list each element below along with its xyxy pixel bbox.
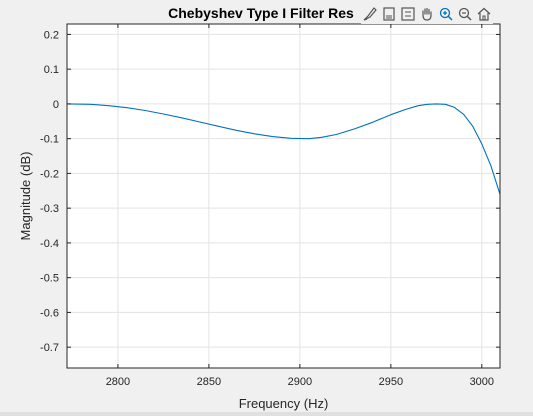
y-tick-label: -0.4 [40, 238, 59, 250]
chart-title: Chebyshev Type I Filter Res [168, 5, 354, 21]
x-tick-label: 3000 [470, 376, 494, 388]
y-tick-label: -0.5 [40, 273, 59, 285]
y-tick-label: -0.6 [40, 307, 59, 319]
axes-toolbar [361, 4, 493, 24]
pan-icon[interactable] [418, 5, 436, 23]
y-tick-label: 0 [53, 99, 59, 111]
plot-area [67, 24, 500, 368]
zoom-in-icon[interactable] [437, 5, 455, 23]
y-tick-label: -0.7 [40, 342, 59, 354]
x-tick-label: 2950 [379, 376, 403, 388]
plot-frame [66, 23, 501, 369]
series-group [66, 103, 501, 195]
y-tick-label: 0.2 [44, 29, 59, 41]
zoom-out-icon[interactable] [456, 5, 474, 23]
grid [67, 24, 500, 368]
window-bottom-bar [0, 412, 533, 416]
y-tick-label: 0.1 [44, 64, 59, 76]
x-tick-label: 2800 [106, 376, 130, 388]
x-tick-label: 2850 [197, 376, 221, 388]
series-line [66, 103, 501, 195]
y-tick-label: -0.1 [40, 134, 59, 146]
ticks: 2800 2850 2900 2950 3000 0.2 0.1 0 -0.1 -0.2 -0.3 -… [40, 24, 500, 388]
home-icon[interactable] [475, 5, 493, 23]
y-axis-label: Magnitude (dB) [18, 152, 33, 241]
legend-icon[interactable] [399, 5, 417, 23]
y-tick-label: -0.3 [40, 203, 59, 215]
x-tick-label: 2900 [288, 376, 312, 388]
save-icon[interactable] [380, 5, 398, 23]
brush-icon[interactable] [361, 5, 379, 23]
y-tick-label: -0.2 [40, 168, 59, 180]
x-axis-label: Frequency (Hz) [239, 396, 329, 411]
